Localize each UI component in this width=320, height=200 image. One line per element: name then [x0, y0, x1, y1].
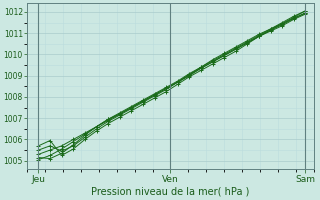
X-axis label: Pression niveau de la mer( hPa ): Pression niveau de la mer( hPa ): [91, 187, 250, 197]
